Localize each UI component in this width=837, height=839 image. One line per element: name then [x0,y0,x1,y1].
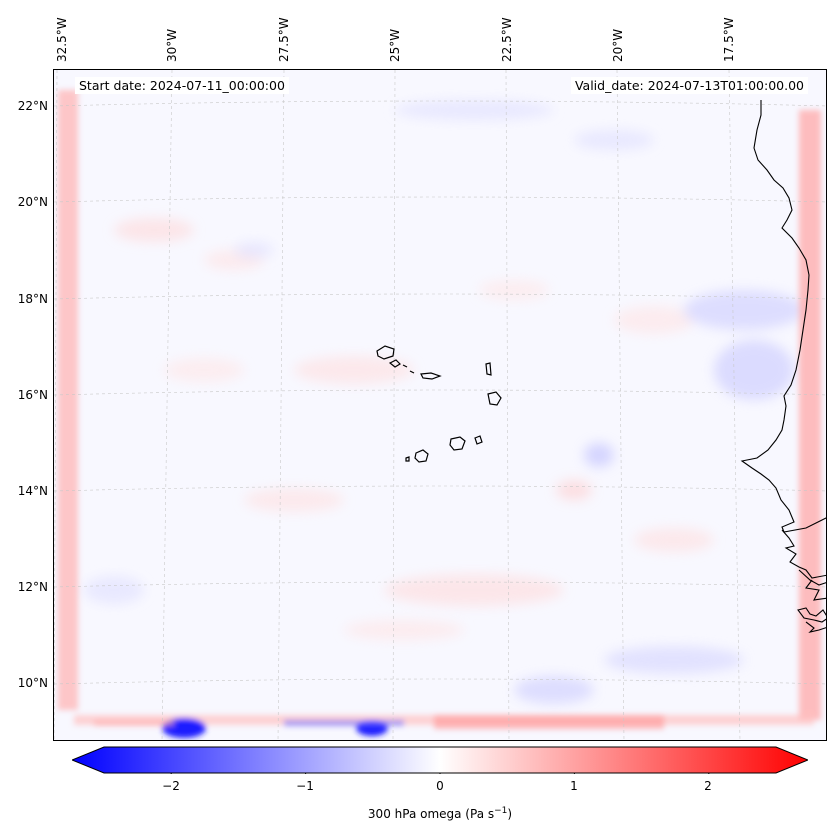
lat-label-14n: 14°N [17,484,48,498]
colorbar-tick-1: 1 [570,779,578,793]
colorbar [70,746,810,777]
lat-label-10n: 10°N [17,676,48,690]
omega-field-map [54,70,826,740]
colorbar-tick-0: 0 [436,779,444,793]
colorbar-caption: 300 hPa omega (Pa s−1) [0,806,837,821]
lon-label-30w: 30°W [165,28,179,62]
lon-label-22-5w: 22.5°W [500,17,514,62]
colorbar-tick-neg2: −2 [162,779,180,793]
lat-label-18n: 18°N [17,292,48,306]
field-background [54,70,826,740]
lon-label-32-5w: 32.5°W [55,17,69,62]
lon-label-20w: 20°W [611,28,625,62]
positive-patches [114,218,714,640]
colorbar-caption-exponent: −1 [494,806,508,816]
start-date-label: Start date: 2024-07-11_00:00:00 [75,77,289,94]
valid-date-label: Valid_date: 2024-07-13T01:00:00.00 [570,77,808,94]
negative-patches [84,100,804,704]
colorbar-tick-2: 2 [704,779,712,793]
lat-label-22n: 22°N [17,99,48,113]
graticule [54,70,826,740]
lat-label-12n: 12°N [17,580,48,594]
colorbar-body [70,746,810,774]
colorbar-svg [70,746,810,777]
colorbar-caption-end: ) [507,807,513,821]
lat-label-20n: 20°N [17,195,48,209]
boundary-strips [58,90,821,738]
colorbar-tick-neg1: −1 [296,779,314,793]
map-panel[interactable] [53,69,827,741]
african-coastline [740,100,826,633]
lon-label-17-5w: 17.5°W [722,17,736,62]
lon-label-27-5w: 27.5°W [277,17,291,62]
cape-verde-islands [376,345,502,463]
lat-label-16n: 16°N [17,388,48,402]
lon-label-25w: 25°W [388,28,402,62]
colorbar-caption-text: 300 hPa omega (Pa s [367,807,495,821]
